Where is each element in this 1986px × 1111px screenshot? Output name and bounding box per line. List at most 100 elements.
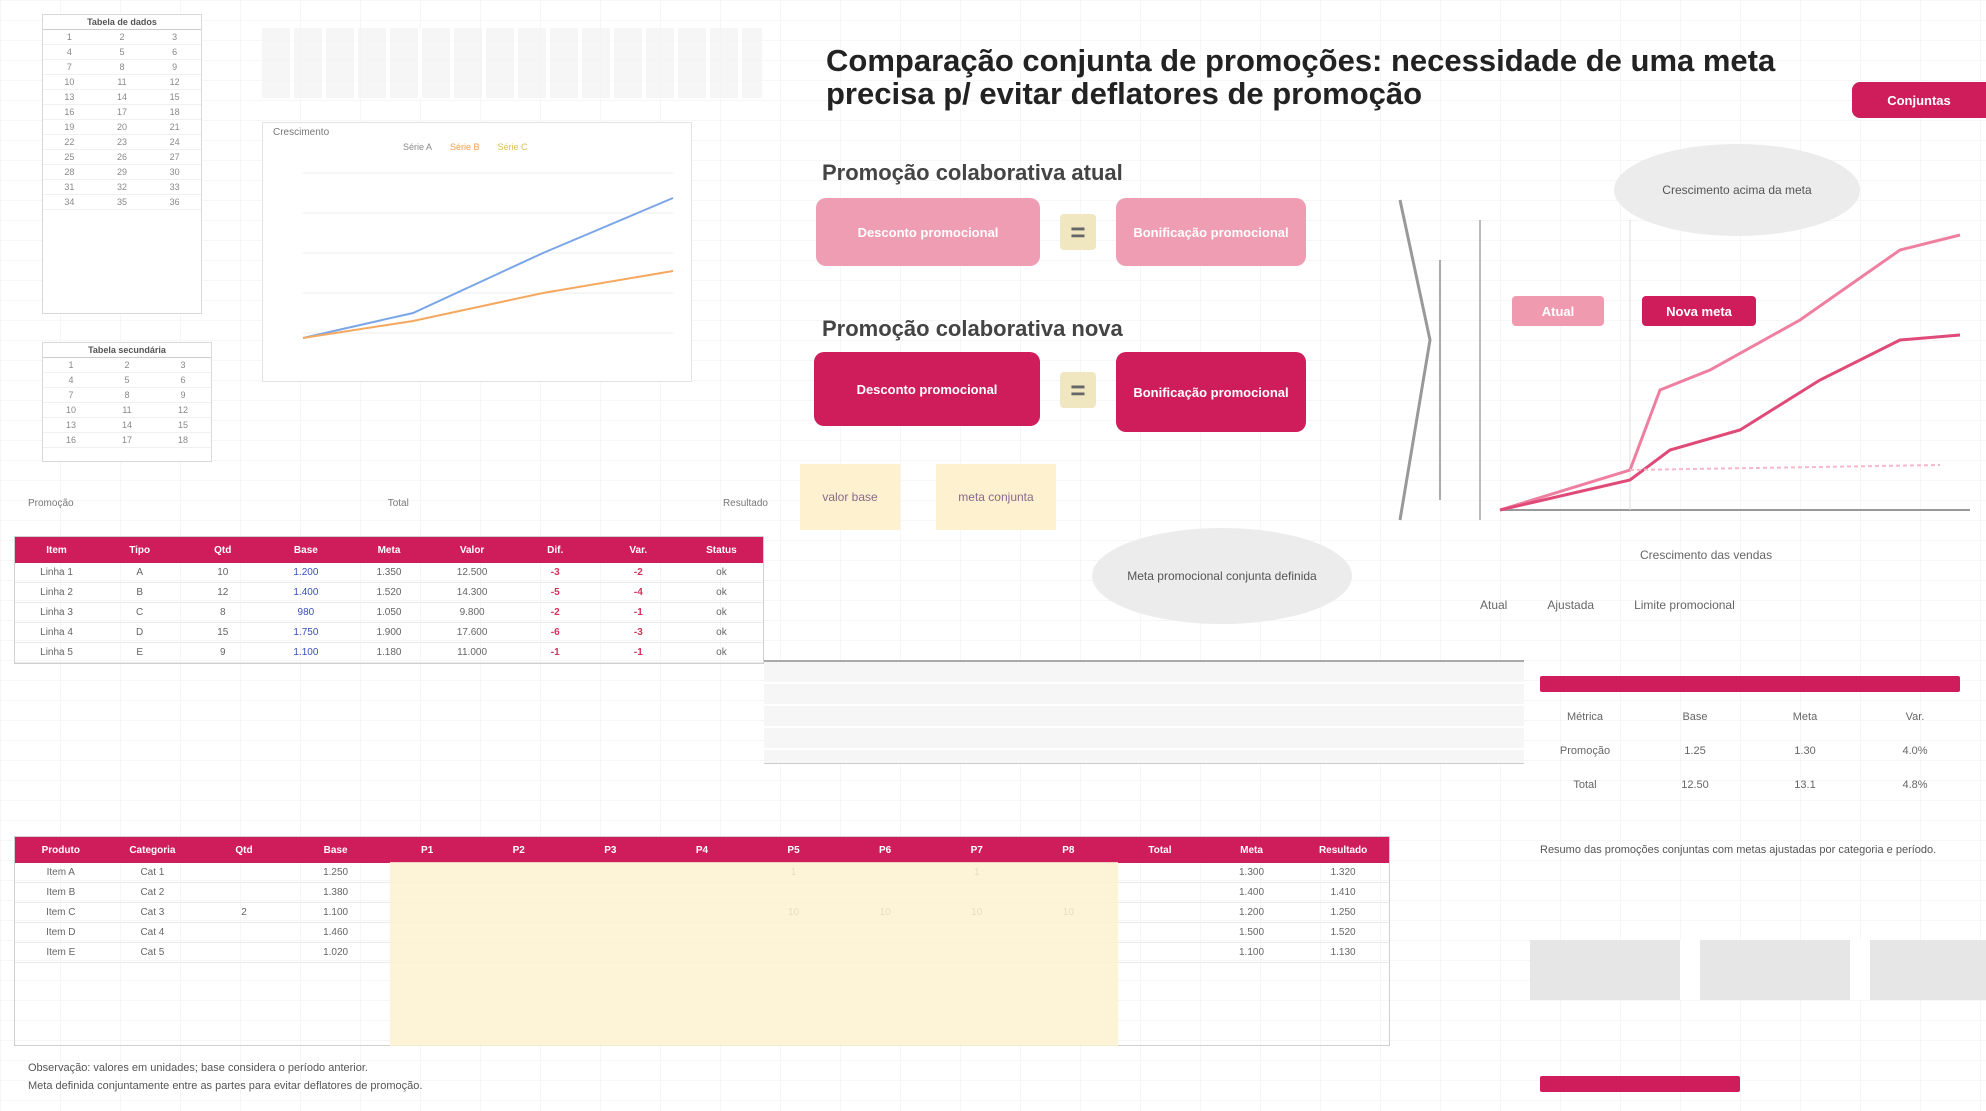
table-bottom-cell: 1.130 xyxy=(1330,947,1356,958)
mini-table-1-cell: 13 xyxy=(64,92,75,102)
mini-table-2-cell: 18 xyxy=(177,435,188,445)
yellow-block-left: valor base xyxy=(800,464,900,530)
mini-table-1: Tabela de dados 1 2 3 4 5 6 7 8 9 10 11 12 13 14 15 16 1… xyxy=(42,14,202,314)
mini-table-1-row: 10 11 12 xyxy=(43,75,201,90)
side-table-cell: 1.25 xyxy=(1684,745,1706,757)
section-current-label: Promoção colaborativa atual xyxy=(822,160,1123,185)
mini-table-1-cell: 7 xyxy=(66,62,72,72)
bottom-right-panel xyxy=(1530,940,1986,1000)
bubble-bottom: Meta promocional conjunta definida xyxy=(1092,528,1352,624)
side-table-header-cell: Base xyxy=(1682,711,1708,723)
mini-table-1-cell: 36 xyxy=(169,197,180,207)
table-bottom-header-cell: P8 xyxy=(1062,844,1075,856)
title-line-1: Comparação conjunta de promoções: necess… xyxy=(826,43,1776,78)
table-top-cell: 1.400 xyxy=(293,587,319,598)
legend-ajustada: Ajustada xyxy=(1547,598,1595,612)
table-bottom-header-cell: P5 xyxy=(787,844,800,856)
table-bottom-header-cell: P2 xyxy=(512,844,525,856)
mini-table-2-cell: 16 xyxy=(65,435,76,445)
table-top-cell: 1.900 xyxy=(376,627,402,638)
table-bottom-cell: 1.500 xyxy=(1239,927,1265,938)
mini-table-2-cell: 4 xyxy=(68,375,74,385)
table-top-cell: ok xyxy=(716,587,727,598)
table-top-cell: 1.180 xyxy=(376,647,402,658)
side-table: Métrica Base Meta Var. Promoção 1.25 1.30 4.0%… xyxy=(1530,700,1970,802)
mini-table-1-cell: 16 xyxy=(64,107,75,117)
mini-table-1-cell: 2 xyxy=(119,32,125,42)
side-table-cell: 13.1 xyxy=(1794,779,1816,791)
table-top-cell: 12.500 xyxy=(456,567,488,578)
mini-table-2-cell: 10 xyxy=(65,405,76,415)
side-table-header-cell: Meta xyxy=(1792,711,1818,723)
table-bottom-cell: Cat 1 xyxy=(140,867,165,878)
eq-sign-new: = xyxy=(1060,372,1096,408)
mini-table-1-cell: 22 xyxy=(64,137,75,147)
mini-table-1-cell: 34 xyxy=(64,197,75,207)
table-top-cell: D xyxy=(136,627,144,638)
mini-table-1-cell: 3 xyxy=(172,32,178,42)
table-top-cell: 15 xyxy=(217,627,229,638)
side-table-note: Resumo das promoções conjuntas com metas… xyxy=(1540,844,1937,856)
table-top-cell: 10 xyxy=(217,567,229,578)
mini-table-2-cell: 9 xyxy=(180,390,186,400)
side-table-cell: Total xyxy=(1573,779,1597,791)
left-chart-title: Crescimento xyxy=(273,127,330,138)
mini-table-2-header: Tabela secundária xyxy=(43,343,211,358)
table-bottom-cell: 1.460 xyxy=(323,927,349,938)
mini-table-1-cell: 5 xyxy=(119,47,125,57)
table-top-cell: -2 xyxy=(550,607,560,618)
table-bottom-cell: 1.400 xyxy=(1239,887,1265,898)
left-line-chart[interactable]: Crescimento Série A Série B Série C xyxy=(262,122,692,382)
mini-table-2-row: 16 17 18 xyxy=(43,433,211,448)
mini-table-2-cell: 1 xyxy=(68,360,74,370)
mini-table-1-cell: 32 xyxy=(117,182,128,192)
page-title: Comparação conjunta de promoções: necess… xyxy=(826,44,1936,110)
mini-table-2-cell: 2 xyxy=(124,360,130,370)
mini-table-1-row: 28 29 30 xyxy=(43,165,201,180)
table-bottom-cell: Item A xyxy=(46,867,75,878)
table-bottom-cell: 1.200 xyxy=(1239,907,1265,918)
pill-new-right: Bonificação promocional xyxy=(1116,352,1306,432)
table-top-cell: -2 xyxy=(633,567,643,578)
table-top-cell: -4 xyxy=(633,587,643,598)
table-top-cell: 12 xyxy=(217,587,229,598)
table-top-cell: -3 xyxy=(550,567,560,578)
left-chart-legend-c: Série C xyxy=(497,142,528,152)
side-table-header-cell: Var. xyxy=(1905,711,1925,723)
mini-table-2-cell: 11 xyxy=(122,405,132,415)
table-bottom-header-cell: Total xyxy=(1148,844,1172,856)
mini-table-1-cell: 11 xyxy=(117,77,127,87)
yellow-right-text: meta conjunta xyxy=(958,490,1034,504)
side-table-header-bar xyxy=(1540,676,1960,692)
table-top-cell: -3 xyxy=(633,627,643,638)
mini-table-1-cell: 28 xyxy=(64,167,75,177)
mini-table-2-cell: 7 xyxy=(68,390,74,400)
mini-table-1-cell: 33 xyxy=(169,182,180,192)
mini-table-1-cell: 1 xyxy=(66,32,72,42)
table-top-row: Linha 3 C 8 980 1.050 9.800 -2 -1 ok xyxy=(15,603,763,623)
table-top-captions: Promoção Total Resultado xyxy=(28,498,768,509)
mini-table-1-cell: 9 xyxy=(172,62,178,72)
table-top-cell: B xyxy=(136,587,143,598)
mini-table-1-cell: 24 xyxy=(169,137,180,147)
mini-table-2-row: 4 5 6 xyxy=(43,373,211,388)
mini-table-1-cell: 14 xyxy=(117,92,128,102)
table-top-cell: 1.750 xyxy=(293,627,319,638)
table-bottom-header-cell: Produto xyxy=(41,844,80,856)
side-table-cell: 12.50 xyxy=(1681,779,1709,791)
table-top-cell: 17.600 xyxy=(456,627,488,638)
mini-table-2-cell: 12 xyxy=(177,405,188,415)
mini-table-1-cell: 35 xyxy=(117,197,128,207)
side-table-cell: 1.30 xyxy=(1794,745,1816,757)
mini-table-1-cell: 31 xyxy=(64,182,75,192)
table-top-cell: E xyxy=(136,647,143,658)
top-header-strip xyxy=(262,28,762,98)
left-chart-line-orange xyxy=(302,270,674,339)
mini-table-2-cell: 3 xyxy=(180,360,186,370)
mini-table-1-cell: 18 xyxy=(169,107,180,117)
right-chart-line-lower xyxy=(1499,333,1961,512)
mini-table-1-row: 4 5 6 xyxy=(43,45,201,60)
side-table-cell: Promoção xyxy=(1559,745,1611,757)
mini-table-1-row: 13 14 15 xyxy=(43,90,201,105)
mini-table-1-cell: 26 xyxy=(117,152,128,162)
